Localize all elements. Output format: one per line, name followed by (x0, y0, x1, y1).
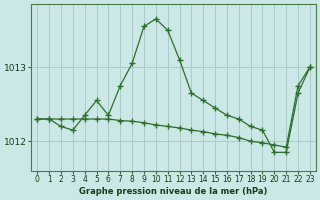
X-axis label: Graphe pression niveau de la mer (hPa): Graphe pression niveau de la mer (hPa) (79, 187, 268, 196)
